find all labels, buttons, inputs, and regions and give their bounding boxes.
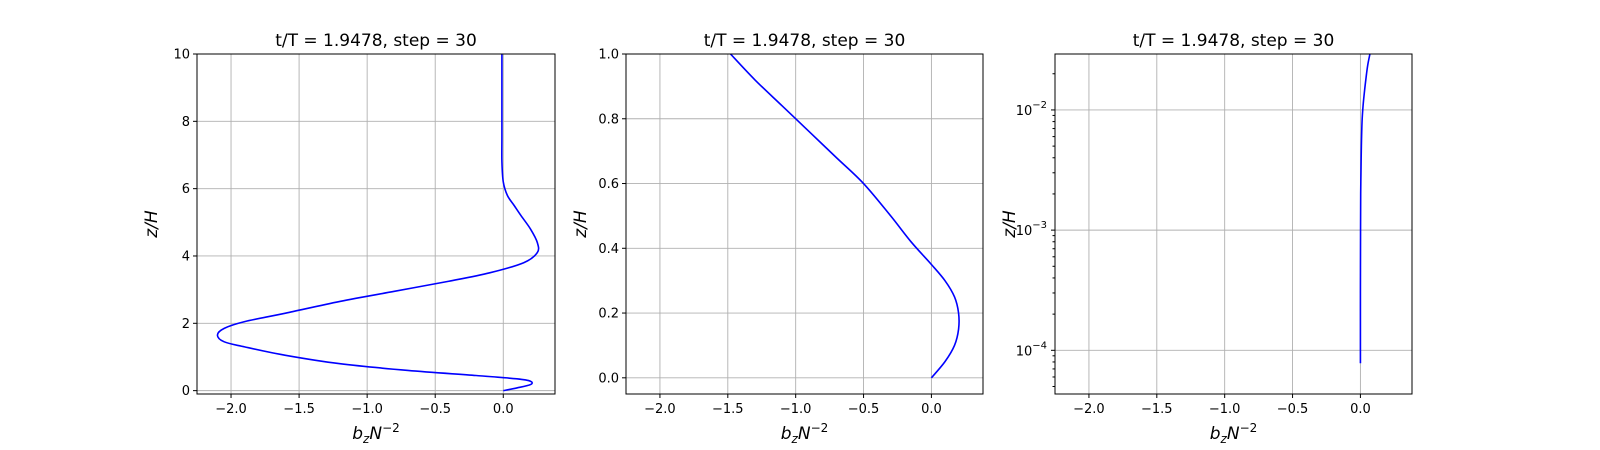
panel-1: −2.0 −1.5 −1.0 −0.5 0.0 0 2 4 6 8 10 t/T = 1.9478, … xyxy=(142,31,556,446)
y-tick-label: 10−3 xyxy=(1016,220,1047,239)
y-tick-label: 0.4 xyxy=(598,242,619,257)
y-tick-label: 6 xyxy=(182,182,190,197)
x-tick-label: −1.5 xyxy=(283,402,315,417)
x-tick-label: 0.0 xyxy=(921,402,942,417)
y-axis-label: z/H xyxy=(1000,210,1020,239)
x-tick-label: 0.0 xyxy=(1350,402,1371,417)
y-tick-label: 0.6 xyxy=(598,177,619,192)
y-tick-label: 2 xyxy=(182,317,190,332)
x-axis-label-b: b xyxy=(781,424,792,444)
x-axis-label-b: b xyxy=(1210,424,1221,444)
x-axis-label-sub: z xyxy=(1220,432,1228,446)
x-tick-label: −2.0 xyxy=(644,402,676,417)
x-axis-label-b: b xyxy=(352,424,363,444)
chart-title: t/T = 1.9478, step = 30 xyxy=(275,31,477,51)
y-tick-label: 8 xyxy=(182,115,190,130)
x-tick-label: −0.5 xyxy=(419,402,451,417)
y-tick-exponent: −4 xyxy=(1032,340,1047,351)
y-tick-label: 0.0 xyxy=(598,371,619,386)
x-tick-label: −1.0 xyxy=(351,402,383,417)
axes-frame xyxy=(1054,53,1413,395)
y-axis-label: z/H xyxy=(142,210,162,239)
y-tick-label: 0.8 xyxy=(598,112,619,127)
x-axis-label-sub: z xyxy=(791,432,799,446)
y-tick-label: 4 xyxy=(182,249,190,264)
axes-frame xyxy=(625,53,984,395)
x-axis-label-sup: −2 xyxy=(1240,421,1258,435)
y-axis-label: z/H xyxy=(571,210,591,239)
x-axis-label-n: N xyxy=(369,424,382,444)
x-tick-label: 0.0 xyxy=(493,402,514,417)
x-tick-label: −1.0 xyxy=(780,402,812,417)
x-axis-label-sub: z xyxy=(362,432,370,446)
y-tick-label: 10 xyxy=(173,48,190,63)
series-line xyxy=(1359,54,1371,364)
y-tick-base: 10 xyxy=(1016,224,1033,239)
x-axis-label-n: N xyxy=(798,424,811,444)
x-tick-label: −1.0 xyxy=(1209,402,1241,417)
chart-title: t/T = 1.9478, step = 30 xyxy=(704,31,906,51)
x-axis-label-sup: −2 xyxy=(382,421,400,435)
x-tick-label: −1.5 xyxy=(1141,402,1173,417)
chart-title: t/T = 1.9478, step = 30 xyxy=(1133,31,1335,51)
x-tick-label: −1.5 xyxy=(712,402,744,417)
x-tick-label: −0.5 xyxy=(848,402,880,417)
y-tick-exponent: −3 xyxy=(1032,220,1047,231)
y-tick-exponent: −2 xyxy=(1032,100,1047,111)
y-tick-label: 10−2 xyxy=(1016,100,1047,119)
x-tick-label: −2.0 xyxy=(215,402,247,417)
x-axis-label-sup: −2 xyxy=(811,421,829,435)
axes-frame xyxy=(196,53,556,395)
x-tick-label: −2.0 xyxy=(1073,402,1105,417)
panel-2: −2.0 −1.5 −1.0 −0.5 0.0 0.0 0.2 0.4 0.6 0.8 1.0 t/T… xyxy=(571,31,984,446)
y-tick-label: 0 xyxy=(182,384,190,399)
panel-3: −2.0 −1.5 −1.0 −0.5 0.010−410−310−2t/T = 1.9… xyxy=(1000,31,1413,446)
y-tick-label: 0.2 xyxy=(598,307,619,322)
x-axis-label-n: N xyxy=(1227,424,1240,444)
y-tick-base: 10 xyxy=(1016,344,1033,359)
x-tick-label: −0.5 xyxy=(1277,402,1309,417)
x-axis-label: bzN−2 xyxy=(1210,421,1258,446)
x-axis-label: bzN−2 xyxy=(352,421,400,446)
y-tick-label: 10−4 xyxy=(1016,340,1047,359)
series-line xyxy=(216,54,540,392)
y-tick-label: 1.0 xyxy=(598,48,619,63)
series-line xyxy=(729,54,960,379)
x-axis-label: bzN−2 xyxy=(781,421,829,446)
y-tick-base: 10 xyxy=(1016,104,1033,119)
